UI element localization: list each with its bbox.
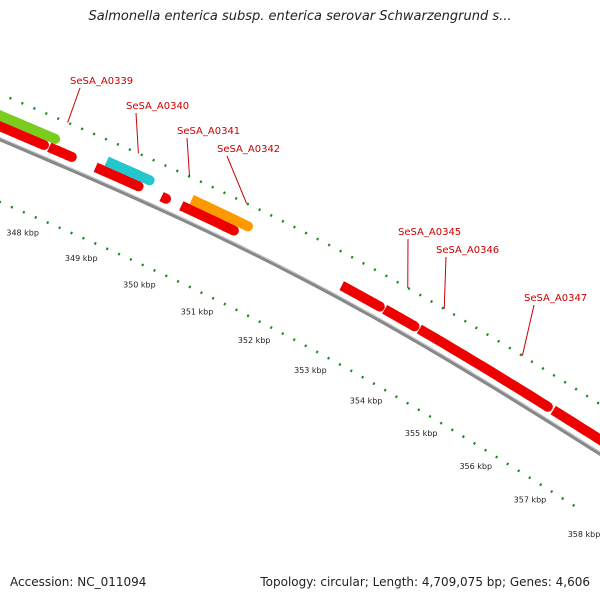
gene-arrow-tip bbox=[228, 225, 239, 236]
gene-label: SeSA_A0342 bbox=[217, 144, 280, 155]
scale-ticks: 348 kbp 349 kbp 350 kbp 351 kbp 352 kbp 353 k… bbox=[6, 229, 600, 539]
outer-dotted-track bbox=[9, 96, 600, 406]
gene-label: SeSA_A0345 bbox=[398, 227, 461, 238]
leader-line bbox=[186, 137, 191, 177]
scale-tick-label: 352 kbp bbox=[238, 336, 271, 345]
gene-arrow bbox=[416, 324, 551, 411]
backbone-line bbox=[0, 137, 600, 457]
gene-label: SeSA_A0347 bbox=[524, 293, 587, 304]
map-title: Salmonella enterica subsp. enterica sero… bbox=[88, 9, 512, 24]
gene-arrow bbox=[0, 110, 58, 144]
scale-tick-label: 349 kbp bbox=[65, 254, 98, 263]
leader-line bbox=[226, 155, 248, 204]
gene-arrow-tip bbox=[542, 401, 553, 412]
gene-arrow bbox=[104, 156, 152, 185]
scale-tick-label: 354 kbp bbox=[350, 397, 383, 406]
leader-line bbox=[67, 87, 81, 123]
leader-line bbox=[135, 112, 139, 154]
gene-features bbox=[0, 110, 600, 446]
genome-backbone bbox=[0, 137, 600, 457]
gene-arrow bbox=[189, 194, 251, 231]
scale-tick-label: 353 kbp bbox=[294, 366, 327, 375]
leader-line bbox=[521, 304, 535, 356]
gene-arrow-tip bbox=[66, 151, 77, 162]
scale-tick-label: 348 kbp bbox=[6, 229, 39, 238]
scale-tick-label: 355 kbp bbox=[405, 429, 438, 438]
gene-arrow bbox=[179, 201, 237, 236]
inner-dotted-track bbox=[0, 200, 584, 513]
gene-arrow bbox=[550, 405, 600, 446]
genome-summary-text: Topology: circular; Length: 4,709,075 bp… bbox=[260, 575, 590, 589]
gene-arrow-tip bbox=[133, 181, 144, 192]
leader-line bbox=[443, 256, 447, 309]
gene-arrow bbox=[339, 281, 383, 311]
gene-arrow-tip bbox=[161, 193, 172, 204]
gene-arrow bbox=[0, 120, 46, 150]
dotted-tracks bbox=[0, 96, 600, 513]
backbone-highlight bbox=[0, 137, 600, 453]
gene-arrow-tip bbox=[144, 175, 155, 186]
gene-label: SeSA_A0341 bbox=[177, 126, 240, 137]
gene-label: SeSA_A0346 bbox=[436, 245, 499, 256]
gene-arrow-tip bbox=[242, 221, 253, 232]
gene-label: SeSA_A0340 bbox=[126, 101, 189, 112]
scale-tick-label: 356 kbp bbox=[459, 462, 492, 471]
gene-arrow-tip bbox=[374, 301, 385, 312]
gene-labels: SeSA_A0339 SeSA_A0340 SeSA_A0341 SeSA_A0342… bbox=[67, 76, 587, 356]
accession-text: Accession: NC_011094 bbox=[10, 575, 147, 589]
gene-arrow-tip bbox=[50, 133, 61, 144]
gene-arrow bbox=[93, 162, 141, 191]
gene-arrow bbox=[382, 305, 418, 331]
scale-tick-label: 357 kbp bbox=[514, 496, 547, 505]
scale-tick-label: 350 kbp bbox=[123, 280, 156, 289]
gene-label: SeSA_A0339 bbox=[70, 76, 133, 87]
gene-arrow-tip bbox=[39, 140, 50, 151]
scale-tick-label: 358 kbp bbox=[568, 530, 600, 539]
gene-arrow-tip bbox=[409, 321, 420, 332]
scale-tick-label: 351 kbp bbox=[181, 308, 214, 317]
